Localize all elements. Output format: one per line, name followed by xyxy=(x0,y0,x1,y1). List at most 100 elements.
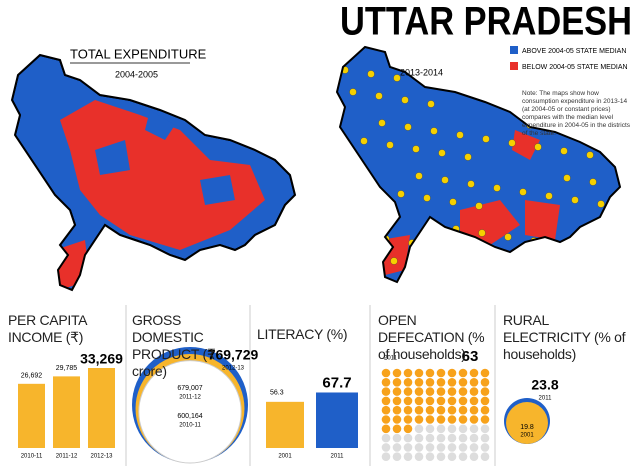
district-dot xyxy=(515,72,523,80)
dot xyxy=(436,378,446,387)
district-dot xyxy=(475,202,483,210)
dot xyxy=(469,378,479,387)
dot xyxy=(480,452,490,462)
dot xyxy=(425,443,435,452)
dot-grid xyxy=(381,368,490,462)
dot xyxy=(447,396,457,406)
district-dot xyxy=(356,231,364,239)
dot xyxy=(436,387,446,396)
dot xyxy=(469,405,479,415)
district-dot xyxy=(367,70,375,78)
district-dot xyxy=(412,145,420,153)
bar xyxy=(88,368,115,448)
map-right xyxy=(337,47,620,282)
dot xyxy=(403,433,413,443)
district-dot xyxy=(386,141,394,149)
district-dot xyxy=(504,233,512,241)
dot xyxy=(403,452,413,462)
dot xyxy=(480,443,490,452)
district-dot xyxy=(493,184,501,192)
dot xyxy=(480,405,490,415)
bar xyxy=(53,376,80,448)
category-label: 2011-12 xyxy=(56,454,78,460)
dot xyxy=(425,387,435,396)
dot xyxy=(436,415,446,424)
district-dot xyxy=(560,147,568,155)
district-dot xyxy=(430,127,438,135)
dot xyxy=(469,443,479,452)
dot xyxy=(414,387,424,396)
legend-label: BELOW 2004-05 STATE MEDIAN xyxy=(522,64,628,71)
dot xyxy=(392,433,402,443)
dot xyxy=(447,452,457,462)
value-label: 600,164 xyxy=(177,413,202,420)
dot xyxy=(392,378,402,387)
value-label: 26,692 xyxy=(21,373,43,380)
dot xyxy=(480,433,490,443)
category-label: 2011 xyxy=(384,356,398,362)
value-label: 56.3 xyxy=(270,390,284,397)
district-dot xyxy=(600,227,608,235)
map-heading: TOTAL EXPENDITURE xyxy=(70,46,207,61)
dot xyxy=(392,415,402,424)
dot xyxy=(381,396,391,406)
page-title: UTTAR PRADESH xyxy=(340,0,632,44)
district-dot xyxy=(415,172,423,180)
category-label: 2011 xyxy=(539,396,553,402)
dot xyxy=(381,378,391,387)
district-dot xyxy=(390,257,398,265)
dot xyxy=(414,452,424,462)
dot xyxy=(414,433,424,443)
district-dot xyxy=(345,182,353,190)
dot xyxy=(403,378,413,387)
dot xyxy=(447,424,457,434)
district-dot xyxy=(460,247,468,255)
district-dot xyxy=(378,119,386,127)
dot xyxy=(458,433,468,443)
district-dot xyxy=(434,243,442,251)
dot xyxy=(392,368,402,378)
district-dot xyxy=(360,137,368,145)
dot xyxy=(436,405,446,415)
dot xyxy=(458,368,468,378)
dot xyxy=(480,424,490,434)
dot xyxy=(414,424,424,434)
value-label: 679,007 xyxy=(177,385,202,392)
dot xyxy=(458,387,468,396)
dot xyxy=(480,368,490,378)
value-label: 29,785 xyxy=(56,365,78,372)
dot xyxy=(458,405,468,415)
district-dot xyxy=(349,88,357,96)
district-dot xyxy=(393,74,401,82)
dot xyxy=(392,443,402,452)
dot xyxy=(436,424,446,434)
dot xyxy=(403,368,413,378)
panel-title: LITERACY (%) xyxy=(257,326,348,342)
value-label: 23.8 xyxy=(531,377,558,393)
dot xyxy=(469,452,479,462)
dot xyxy=(414,415,424,424)
district-dot xyxy=(423,194,431,202)
district-dot xyxy=(482,135,490,143)
district-dot xyxy=(404,123,412,131)
dot xyxy=(480,378,490,387)
dot xyxy=(436,433,446,443)
dot xyxy=(392,387,402,396)
dot xyxy=(447,443,457,452)
category-label: 2010-11 xyxy=(179,423,201,429)
dot xyxy=(414,368,424,378)
dot xyxy=(381,415,391,424)
value-label: 67.7 xyxy=(322,374,351,391)
district-dot xyxy=(567,80,575,88)
bubble xyxy=(138,360,242,464)
value-label: 769,729 xyxy=(208,347,259,363)
dot xyxy=(469,368,479,378)
dot xyxy=(425,433,435,443)
category-label: 2012-13 xyxy=(222,366,245,372)
dot xyxy=(480,396,490,406)
legend-swatch xyxy=(510,46,518,54)
panel-title: PER CAPITA INCOME (₹) xyxy=(8,312,87,345)
district-dot xyxy=(427,100,435,108)
map-year: 2013-2014 xyxy=(400,67,443,77)
